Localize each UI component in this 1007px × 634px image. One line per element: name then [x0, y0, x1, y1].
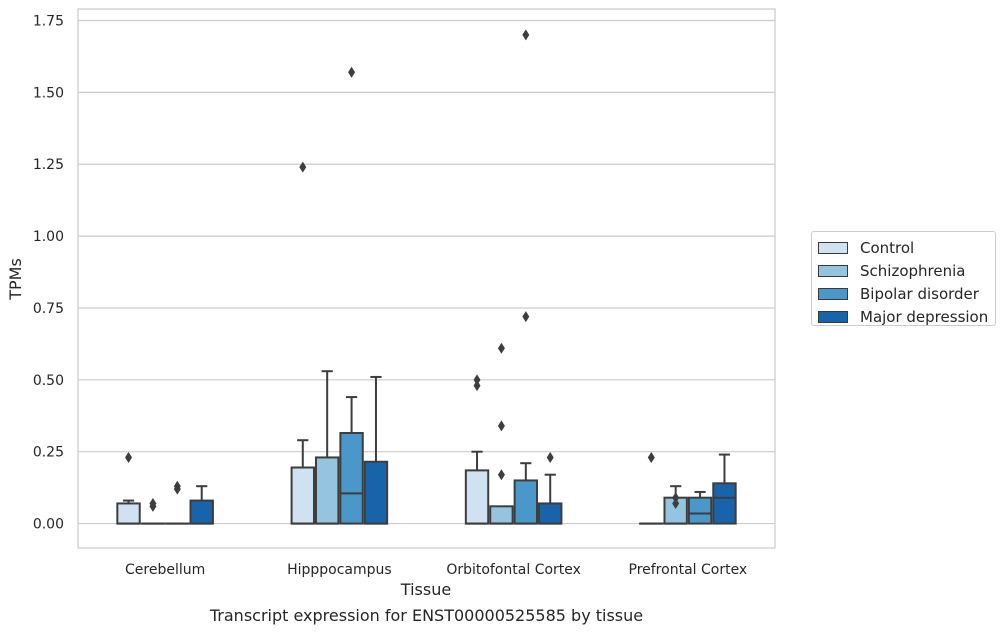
outlier-point [522, 311, 530, 323]
outlier-point [546, 451, 554, 463]
outlier-point [473, 380, 481, 392]
y-tick-label: 1.75 [33, 13, 64, 29]
outlier-point [647, 451, 655, 463]
x-axis: Cerebellum Hipppocampus Orbitofontal Corte… [125, 562, 747, 578]
x-tick-label: Prefrontal Cortex [629, 562, 748, 578]
legend-swatch-major-depression [818, 310, 848, 323]
box-group [165, 480, 190, 525]
box [363, 460, 389, 525]
box [712, 482, 737, 525]
box [464, 469, 490, 525]
legend-swatch-schizophrenia [818, 264, 848, 277]
y-axis: 0.00 0.25 0.50 0.75 1.00 1.25 1.50 1.75 [33, 13, 64, 532]
x-tick-label: Cerebellum [125, 562, 205, 578]
legend-item-schizophrenia: Schizophrenia [818, 259, 995, 282]
outlier-point [497, 420, 505, 432]
y-tick-label: 0.50 [33, 373, 64, 389]
outlier-point [672, 497, 680, 509]
box [116, 502, 141, 525]
outlier-point [522, 29, 530, 41]
box-group [489, 342, 514, 525]
box-group [464, 374, 490, 525]
plot-frame [77, 8, 776, 549]
y-tick-label: 1.25 [33, 157, 64, 173]
outlier-point [149, 497, 157, 509]
box-group [639, 451, 664, 525]
outlier-point [497, 342, 505, 354]
outlier-point [497, 469, 505, 481]
y-tick-label: 0.00 [33, 517, 64, 533]
legend-item-bipolar-disorder: Bipolar disorder [818, 282, 995, 305]
outlier-point [672, 492, 680, 504]
legend: Control Schizophrenia Bipolar disorder M… [811, 231, 996, 326]
y-tick-label: 0.75 [33, 301, 64, 317]
box-group [687, 490, 713, 525]
box-group [140, 497, 166, 525]
legend-item-control: Control [818, 236, 995, 259]
box [314, 456, 340, 525]
box-group [712, 453, 737, 525]
legend-label: Bipolar disorder [860, 284, 979, 303]
outlier-point [125, 451, 133, 463]
legend-label: Major depression [860, 307, 989, 326]
box-group [116, 451, 141, 525]
box [189, 499, 214, 525]
outlier-point [299, 161, 307, 173]
legend-item-major-depression: Major depression [818, 305, 995, 328]
box-group [314, 370, 340, 525]
plot-area [116, 29, 737, 525]
box-group [663, 485, 688, 525]
box-group [339, 66, 364, 525]
box [513, 479, 539, 525]
outlier-point [348, 66, 356, 78]
legend-swatch-control [818, 241, 848, 254]
legend-swatch-bipolar-disorder [818, 287, 848, 300]
x-axis-label: Tissue [400, 580, 451, 599]
chart-caption: Transcript expression for ENST0000052558… [209, 606, 644, 625]
box-group [513, 29, 539, 525]
legend-label: Schizophrenia [860, 261, 966, 280]
box [290, 466, 315, 525]
box-group [189, 485, 214, 525]
y-tick-label: 1.00 [33, 229, 64, 245]
box [538, 502, 563, 525]
y-tick-label: 1.50 [33, 85, 64, 101]
x-tick-label: Orbitofontal Cortex [446, 562, 581, 578]
box [489, 505, 514, 525]
outlier-point [173, 480, 181, 492]
box [339, 432, 364, 525]
legend-label: Control [860, 238, 915, 257]
y-tick-label: 0.25 [33, 445, 64, 461]
box-group [363, 375, 389, 525]
box [687, 496, 713, 525]
gridlines [78, 19, 775, 525]
outlier-point [473, 374, 481, 386]
x-tick-label: Hipppocampus [287, 562, 392, 578]
box-group [290, 161, 315, 525]
box-group [538, 451, 563, 525]
y-axis-label: TPMs [6, 258, 25, 301]
